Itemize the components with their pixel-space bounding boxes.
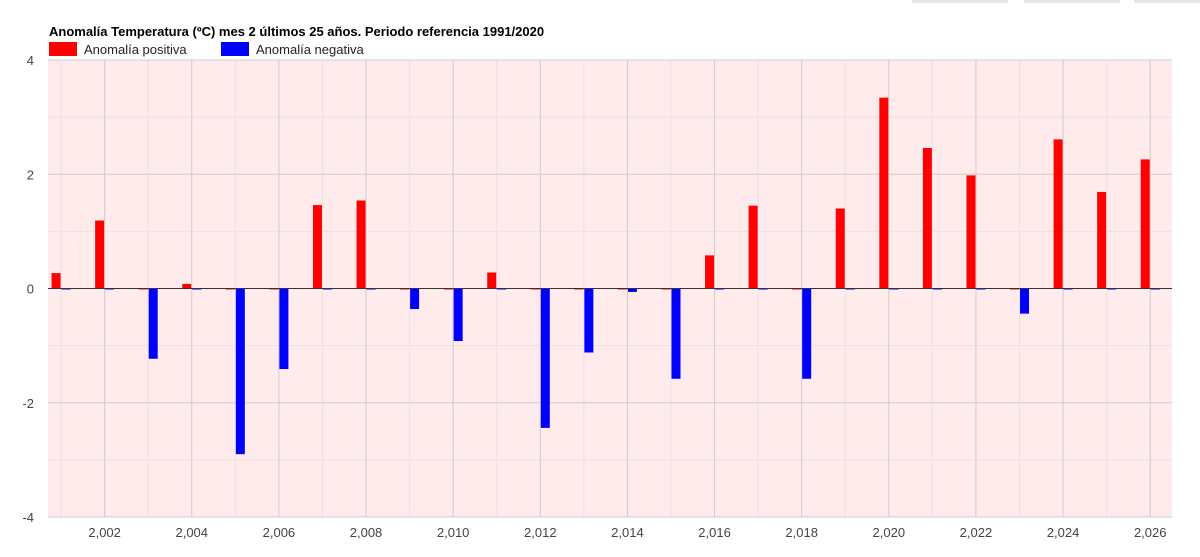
bar-negative	[235, 288, 245, 455]
legend-label-positive[interactable]: Anomalía positiva	[84, 42, 187, 57]
bar-positive	[182, 283, 192, 289]
bar-positive	[966, 175, 976, 289]
x-tick-label: 2,014	[611, 525, 644, 540]
bar-negative	[279, 288, 289, 370]
chart-title: Anomalía Temperatura (ºC) mes 2 últimos …	[49, 24, 544, 39]
y-tick-label: -4	[22, 510, 34, 525]
x-tick-label: 2,006	[263, 525, 296, 540]
legend-swatch-negative[interactable]	[221, 42, 249, 56]
x-tick-label: 2,026	[1134, 525, 1167, 540]
bar-negative	[584, 288, 594, 353]
bar-negative	[802, 288, 812, 379]
bar-positive	[356, 200, 366, 289]
top-tab-right[interactable]	[1134, 0, 1200, 3]
x-tick-label: 2,008	[350, 525, 383, 540]
bar-positive	[51, 273, 61, 289]
bar-negative	[410, 288, 420, 310]
x-tick-label: 2,012	[524, 525, 557, 540]
x-tick-label: 2,024	[1047, 525, 1080, 540]
bar-positive	[835, 208, 845, 289]
bar-negative	[148, 288, 158, 359]
legend-label-negative[interactable]: Anomalía negativa	[256, 42, 364, 57]
bar-positive	[95, 220, 105, 289]
bar-negative	[627, 288, 637, 292]
y-tick-label: 4	[27, 53, 34, 68]
bar-positive	[748, 205, 758, 289]
bar-negative	[540, 288, 550, 428]
x-tick-label: 2,018	[785, 525, 818, 540]
bar-positive	[1097, 191, 1107, 289]
bar-positive	[1140, 159, 1150, 289]
y-tick-label: 0	[27, 282, 34, 297]
x-tick-label: 2,010	[437, 525, 470, 540]
bar-positive	[487, 272, 497, 289]
top-tab-middle[interactable]	[1024, 0, 1120, 3]
x-tick-label: 2,020	[873, 525, 906, 540]
x-tick-label: 2,004	[175, 525, 208, 540]
bar-positive	[1053, 139, 1063, 289]
y-tick-label: -2	[22, 396, 34, 411]
plot-area: 4 2 0 -2 -4 2,002 2,004 2,006 2,008 2,010 2,012 2,0…	[22, 53, 1172, 540]
bar-positive	[312, 205, 322, 289]
bar-positive	[705, 255, 715, 289]
x-tick-label: 2,022	[960, 525, 993, 540]
bar-negative	[671, 288, 681, 379]
top-tab-left[interactable]	[912, 0, 1008, 3]
x-tick-label: 2,002	[88, 525, 121, 540]
bar-negative	[1020, 288, 1030, 314]
bar-positive	[922, 147, 932, 289]
y-tick-label: 2	[27, 167, 34, 182]
bar-negative	[453, 288, 463, 342]
legend-swatch-positive[interactable]	[49, 42, 77, 56]
bar-positive	[879, 97, 889, 289]
x-tick-label: 2,016	[698, 525, 731, 540]
